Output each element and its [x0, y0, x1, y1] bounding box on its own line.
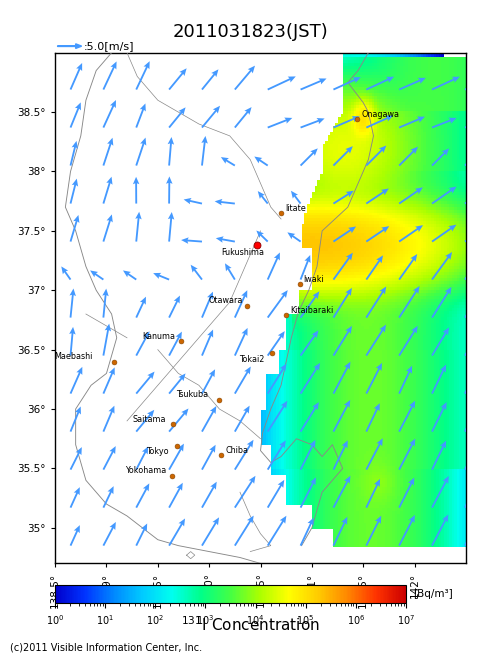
Text: Maebashi: Maebashi: [54, 352, 93, 361]
Text: Tokyo: Tokyo: [146, 447, 169, 456]
Text: Kitaibaraki: Kitaibaraki: [290, 306, 334, 315]
Text: $^{131}$I Concentration: $^{131}$I Concentration: [181, 616, 320, 634]
Text: Kanuma: Kanuma: [142, 332, 175, 341]
Text: 2011031823(JST): 2011031823(JST): [173, 23, 328, 41]
Text: Yokohama: Yokohama: [125, 466, 166, 475]
Text: Iwaki: Iwaki: [304, 275, 325, 284]
Text: [Bq/m³]: [Bq/m³]: [413, 589, 453, 600]
Text: Chiba: Chiba: [225, 446, 248, 455]
Text: :5.0[m/s]: :5.0[m/s]: [84, 41, 135, 51]
Text: Onagawa: Onagawa: [361, 110, 399, 119]
Text: Saitama: Saitama: [132, 415, 166, 424]
Text: Tsukuba: Tsukuba: [176, 390, 208, 399]
Text: Otawara: Otawara: [208, 297, 242, 305]
Text: Fukushima: Fukushima: [221, 248, 265, 256]
Text: Iitate: Iitate: [285, 204, 306, 213]
Text: (c)2011 Visible Information Center, Inc.: (c)2011 Visible Information Center, Inc.: [10, 643, 202, 652]
Text: Tokai2: Tokai2: [239, 355, 265, 364]
